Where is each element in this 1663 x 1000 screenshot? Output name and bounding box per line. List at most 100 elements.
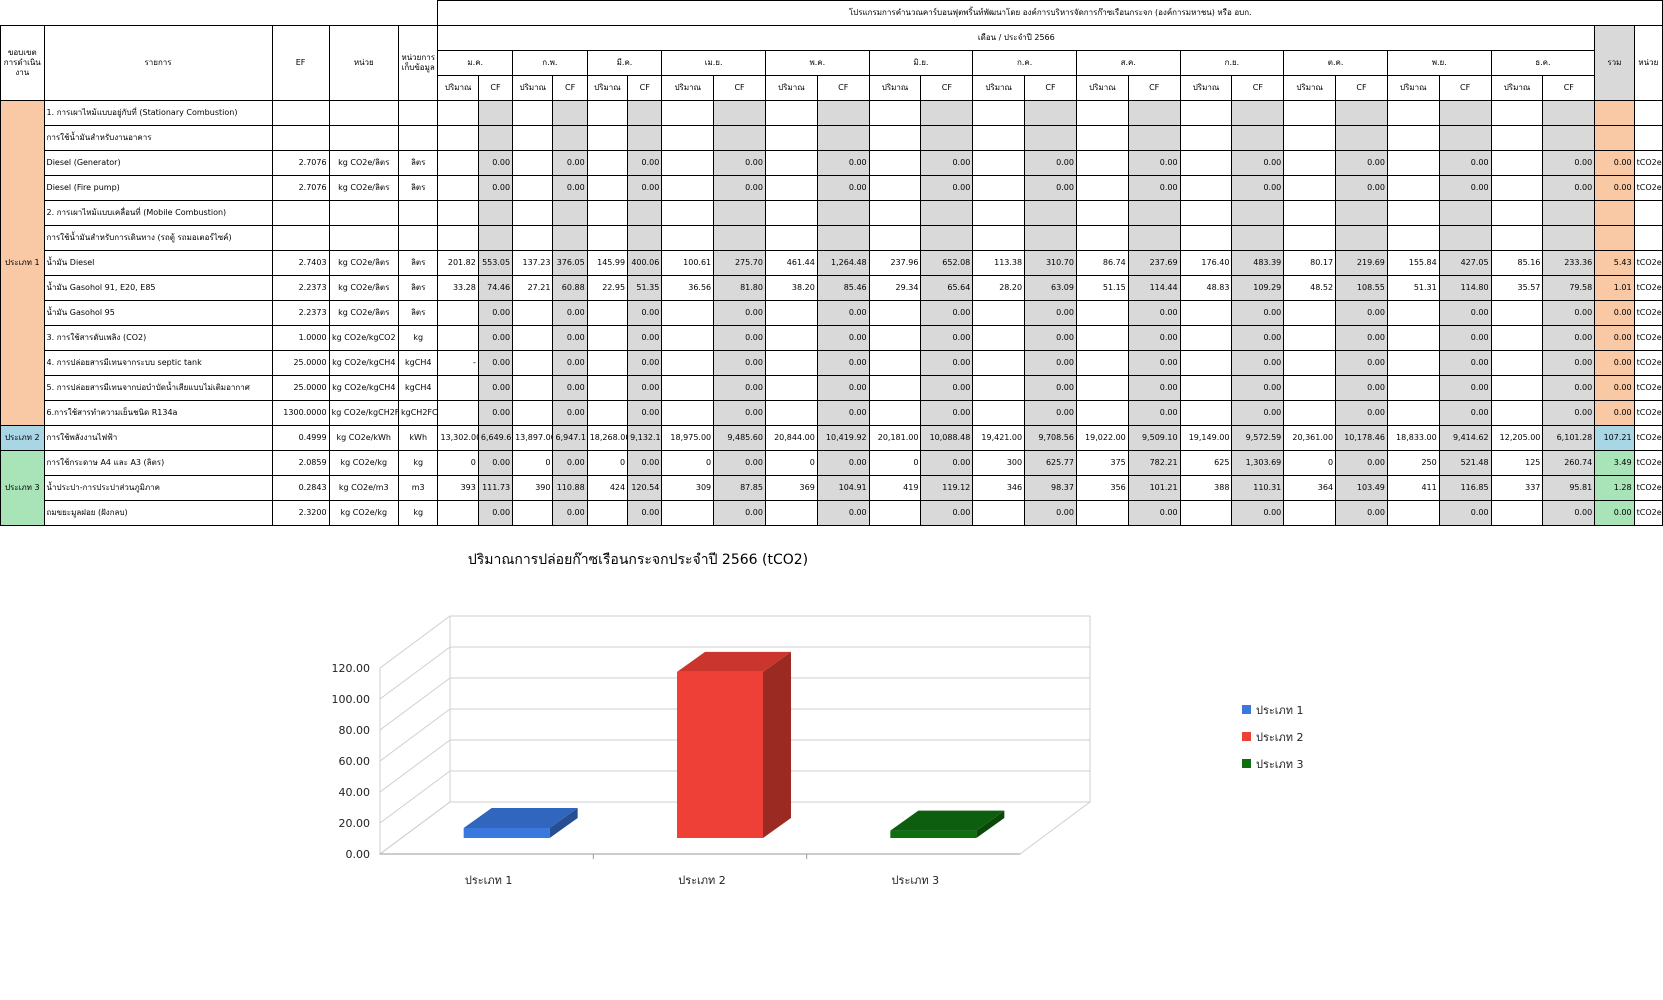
- qty-cell[interactable]: [661, 150, 715, 176]
- cf-cell[interactable]: 0.00: [1438, 175, 1492, 201]
- cf-cell[interactable]: [1024, 225, 1077, 251]
- qty-cell[interactable]: [1490, 150, 1544, 176]
- cf-cell[interactable]: 400.06: [627, 250, 663, 276]
- cf-cell[interactable]: 0.00: [552, 375, 588, 401]
- qty-cell[interactable]: [1179, 500, 1233, 526]
- total-cell[interactable]: 0.00: [1594, 175, 1635, 201]
- cf-cell[interactable]: 114.44: [1127, 275, 1181, 301]
- cf-cell[interactable]: [713, 125, 766, 151]
- cf-cell[interactable]: [1542, 200, 1596, 226]
- qty-cell[interactable]: [972, 325, 1026, 351]
- qty-cell[interactable]: 0: [437, 450, 479, 476]
- total-unit-cell[interactable]: tCO2e: [1633, 350, 1663, 376]
- total-cell[interactable]: [1594, 125, 1635, 151]
- qty-cell[interactable]: [661, 325, 715, 351]
- collect-unit-cell[interactable]: kWh: [397, 425, 439, 451]
- cf-cell[interactable]: 0.00: [713, 300, 766, 326]
- qty-cell[interactable]: [764, 100, 818, 126]
- ef-cell[interactable]: 25.0000: [271, 350, 330, 376]
- cf-cell[interactable]: 0.00: [552, 175, 588, 201]
- qty-cell[interactable]: 461.44: [764, 250, 818, 276]
- cf-cell[interactable]: 652.08: [920, 250, 974, 276]
- qty-cell[interactable]: [868, 325, 922, 351]
- qty-cell[interactable]: [1490, 350, 1544, 376]
- cf-cell[interactable]: 0.00: [1335, 175, 1388, 201]
- qty-cell[interactable]: [1179, 300, 1233, 326]
- unit-cell[interactable]: [328, 200, 400, 226]
- qty-cell[interactable]: [1490, 500, 1544, 526]
- cf-cell[interactable]: 0.00: [552, 400, 588, 426]
- cf-cell[interactable]: 0.00: [1231, 500, 1285, 526]
- cf-cell[interactable]: 0.00: [920, 400, 974, 426]
- cf-cell[interactable]: [1438, 200, 1492, 226]
- cf-cell[interactable]: 0.00: [477, 150, 514, 176]
- qty-cell[interactable]: 0: [661, 450, 715, 476]
- cf-cell[interactable]: 521.48: [1438, 450, 1492, 476]
- qty-cell[interactable]: [1386, 125, 1440, 151]
- cf-cell[interactable]: [1542, 125, 1596, 151]
- qty-cell[interactable]: 364: [1283, 475, 1337, 501]
- cf-cell[interactable]: 0.00: [1438, 500, 1492, 526]
- total-unit-cell[interactable]: tCO2e: [1633, 375, 1663, 401]
- unit-cell[interactable]: kg CO2e/kg: [328, 450, 400, 476]
- cf-cell[interactable]: 0.00: [816, 350, 870, 376]
- cf-cell[interactable]: 0.00: [477, 375, 514, 401]
- qty-cell[interactable]: [586, 225, 629, 251]
- ef-cell[interactable]: 0.4999: [271, 425, 330, 451]
- qty-cell[interactable]: [1386, 300, 1440, 326]
- qty-cell[interactable]: 625: [1179, 450, 1233, 476]
- qty-cell[interactable]: 22.95: [586, 275, 629, 301]
- cf-cell[interactable]: 0.00: [1438, 350, 1492, 376]
- qty-cell[interactable]: [764, 325, 818, 351]
- cf-cell[interactable]: 0.00: [1438, 325, 1492, 351]
- qty-cell[interactable]: [1179, 125, 1233, 151]
- item-cell[interactable]: การใช้น้ำมันสำหรับงานอาคาร: [43, 125, 273, 151]
- cf-cell[interactable]: 0.00: [627, 375, 663, 401]
- collect-unit-cell[interactable]: ลิตร: [397, 150, 439, 176]
- cf-cell[interactable]: 65.64: [920, 275, 974, 301]
- qty-cell[interactable]: [586, 200, 629, 226]
- qty-cell[interactable]: 12,205.00: [1490, 425, 1544, 451]
- cf-cell[interactable]: 0.00: [1542, 350, 1596, 376]
- cf-cell[interactable]: 0.00: [1231, 300, 1285, 326]
- total-cell[interactable]: 0.00: [1594, 300, 1635, 326]
- cf-cell[interactable]: 0.00: [816, 375, 870, 401]
- cf-cell[interactable]: 0.00: [920, 325, 974, 351]
- cf-cell[interactable]: 85.46: [816, 275, 870, 301]
- qty-cell[interactable]: [868, 500, 922, 526]
- qty-cell[interactable]: 390: [512, 475, 554, 501]
- cf-cell[interactable]: 0.00: [1231, 150, 1285, 176]
- qty-cell[interactable]: [1283, 500, 1337, 526]
- qty-cell[interactable]: [586, 325, 629, 351]
- qty-cell[interactable]: [512, 225, 554, 251]
- qty-cell[interactable]: [586, 350, 629, 376]
- cf-cell[interactable]: [627, 125, 663, 151]
- qty-cell[interactable]: [586, 175, 629, 201]
- cf-cell[interactable]: 0.00: [1335, 150, 1388, 176]
- item-cell[interactable]: น้ำมัน Gasohol 91, E20, E85: [43, 275, 273, 301]
- qty-cell[interactable]: 27.21: [512, 275, 554, 301]
- cf-cell[interactable]: [1438, 100, 1492, 126]
- qty-cell[interactable]: [437, 200, 479, 226]
- unit-cell[interactable]: kg CO2e/kgCH4: [328, 350, 400, 376]
- qty-cell[interactable]: [1386, 150, 1440, 176]
- cf-cell[interactable]: 0.00: [477, 325, 514, 351]
- unit-cell[interactable]: kg CO2e/kWh: [328, 425, 400, 451]
- qty-cell[interactable]: [1490, 200, 1544, 226]
- qty-cell[interactable]: [661, 375, 715, 401]
- cf-cell[interactable]: 0.00: [816, 450, 870, 476]
- total-unit-cell[interactable]: [1633, 125, 1663, 151]
- qty-cell[interactable]: [868, 400, 922, 426]
- qty-cell[interactable]: [1283, 175, 1337, 201]
- cf-cell[interactable]: 0.00: [1335, 300, 1388, 326]
- cf-cell[interactable]: 0.00: [1231, 350, 1285, 376]
- cf-cell[interactable]: 0.00: [1335, 450, 1388, 476]
- qty-cell[interactable]: [1490, 375, 1544, 401]
- qty-cell[interactable]: [972, 375, 1026, 401]
- qty-cell[interactable]: [1179, 350, 1233, 376]
- cf-cell[interactable]: 87.85: [713, 475, 766, 501]
- total-cell[interactable]: [1594, 225, 1635, 251]
- cf-cell[interactable]: 0.00: [1024, 300, 1077, 326]
- qty-cell[interactable]: 48.52: [1283, 275, 1337, 301]
- cf-cell[interactable]: 0.00: [477, 175, 514, 201]
